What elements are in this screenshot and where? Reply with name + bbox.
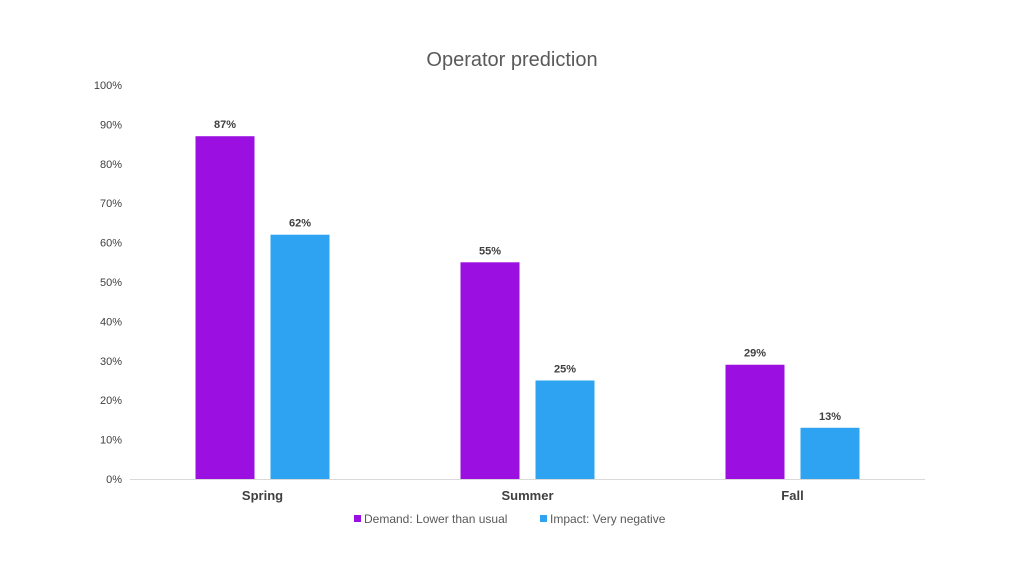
x-tick-label: Spring [242,488,283,503]
bar [800,427,860,479]
legend-swatch [354,515,361,522]
y-tick-label: 90% [100,119,122,131]
x-axis: Spring Summer Fall [242,488,804,503]
bar [270,234,330,479]
x-tick-label: Fall [781,488,803,503]
y-tick-label: 50% [100,277,122,289]
data-label: 87% [214,119,236,131]
y-tick-label: 20% [100,395,122,407]
legend-label: Demand: Lower than usual [364,512,507,526]
data-label: 55% [479,245,501,257]
bar [195,136,255,479]
y-tick-label: 60% [100,238,122,250]
y-tick-label: 100% [94,80,122,92]
legend: Demand: Lower than usual Impact: Very neg… [354,512,666,526]
y-tick-label: 80% [100,159,122,171]
data-label: 13% [819,411,841,423]
legend-swatch [540,515,547,522]
legend-label: Impact: Very negative [550,512,666,526]
plot-area: 87% 62% 55% 25% 29% 13% [195,119,860,479]
y-axis: 0% 10% 20% 30% 40% 50% 60% 70% 80% 90% 100% [94,80,122,486]
data-label: 29% [744,348,766,360]
chart-title: Operator prediction [426,49,597,71]
y-tick-label: 40% [100,316,122,328]
y-tick-label: 10% [100,435,122,447]
y-tick-label: 70% [100,198,122,210]
bar [535,380,595,479]
bar [725,364,785,479]
data-label: 62% [289,218,311,230]
bar [460,262,520,479]
y-tick-label: 0% [106,474,122,486]
data-label: 25% [554,364,576,376]
x-tick-label: Summer [501,488,553,503]
y-tick-label: 30% [100,356,122,368]
